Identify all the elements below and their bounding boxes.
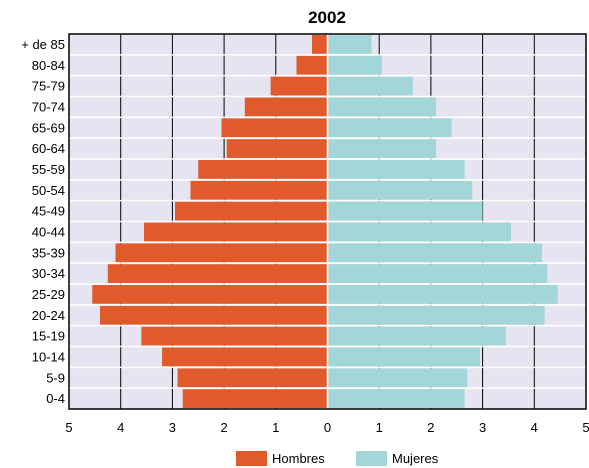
legend-swatch <box>356 451 387 466</box>
bar-hombres <box>311 35 328 54</box>
bar-hombres <box>100 305 328 325</box>
bar-mujeres <box>327 97 437 117</box>
bar-hombres <box>190 180 328 200</box>
bar-hombres <box>174 201 328 221</box>
x-tick-label: 2 <box>427 420 434 435</box>
x-axis-labels: 5 4 3 2 1 0 1 2 3 4 5 <box>65 420 589 435</box>
bar-mujeres <box>327 35 372 54</box>
bar-mujeres <box>327 118 452 138</box>
y-tick-label: 60-64 <box>32 141 65 156</box>
x-tick-label: 3 <box>479 420 486 435</box>
chart-title: 2002 <box>308 8 346 27</box>
y-tick-label: 65-69 <box>32 120 65 135</box>
bar-hombres <box>296 55 328 75</box>
y-tick-label: 10-14 <box>32 349 65 364</box>
x-tick-label: 0 <box>324 420 331 435</box>
legend-swatch <box>236 451 267 466</box>
bar-mujeres <box>327 389 465 408</box>
y-tick-label: 55-59 <box>32 162 65 177</box>
legend: Hombres Mujeres <box>236 451 439 466</box>
y-tick-label: 50-54 <box>32 183 65 198</box>
bar-mujeres <box>327 347 481 367</box>
bar-mujeres <box>327 139 437 158</box>
y-tick-label: 30-34 <box>32 266 65 281</box>
legend-label: Hombres <box>272 451 325 466</box>
bar-mujeres <box>327 305 545 325</box>
x-tick-label: 4 <box>531 420 538 435</box>
bar-mujeres <box>327 285 558 304</box>
bar-hombres <box>162 347 328 367</box>
bar-mujeres <box>327 368 468 388</box>
y-axis-labels: 0-4 5-9 10-14 15-19 20-24 25-29 30-34 35-39 40-4… <box>21 37 65 406</box>
legend-label: Mujeres <box>392 451 439 466</box>
y-tick-label: 75-79 <box>32 79 65 94</box>
bar-mujeres <box>327 264 548 283</box>
bar-hombres <box>107 264 328 283</box>
bar-mujeres <box>327 180 473 200</box>
y-tick-label: + de 85 <box>21 37 65 52</box>
x-tick-label: 1 <box>376 420 383 435</box>
bar-hombres <box>141 326 328 346</box>
bar-mujeres <box>327 243 543 263</box>
bar-hombres <box>198 160 328 179</box>
y-tick-label: 25-29 <box>32 287 65 302</box>
plot-area <box>68 33 587 410</box>
bar-hombres <box>182 389 328 408</box>
y-tick-label: 20-24 <box>32 308 65 323</box>
y-tick-label: 15-19 <box>32 329 65 344</box>
bar-hombres <box>226 139 328 158</box>
bar-hombres <box>92 285 328 304</box>
y-tick-label: 80-84 <box>32 58 65 73</box>
x-tick-label: 5 <box>582 420 589 435</box>
y-tick-label: 0-4 <box>46 391 65 406</box>
bar-hombres <box>270 76 328 96</box>
bar-hombres <box>115 243 328 263</box>
x-tick-label: 4 <box>117 420 124 435</box>
x-tick-label: 1 <box>272 420 279 435</box>
x-tick-label: 5 <box>65 420 72 435</box>
bar-mujeres <box>327 160 465 179</box>
x-tick-label: 3 <box>169 420 176 435</box>
bar-mujeres <box>327 76 413 96</box>
bar-hombres <box>244 97 328 117</box>
bar-hombres <box>221 118 328 138</box>
bar-hombres <box>177 368 328 388</box>
y-tick-label: 35-39 <box>32 245 65 260</box>
bar-mujeres <box>327 326 506 346</box>
bar-hombres <box>143 222 328 242</box>
bar-mujeres <box>327 201 483 221</box>
y-tick-label: 40-44 <box>32 224 65 239</box>
bar-mujeres <box>327 55 382 75</box>
y-tick-label: 70-74 <box>32 99 65 114</box>
y-tick-label: 45-49 <box>32 204 65 219</box>
bar-mujeres <box>327 222 512 242</box>
x-tick-label: 2 <box>220 420 227 435</box>
plot-frame <box>68 33 587 410</box>
y-tick-label: 5-9 <box>46 370 65 385</box>
